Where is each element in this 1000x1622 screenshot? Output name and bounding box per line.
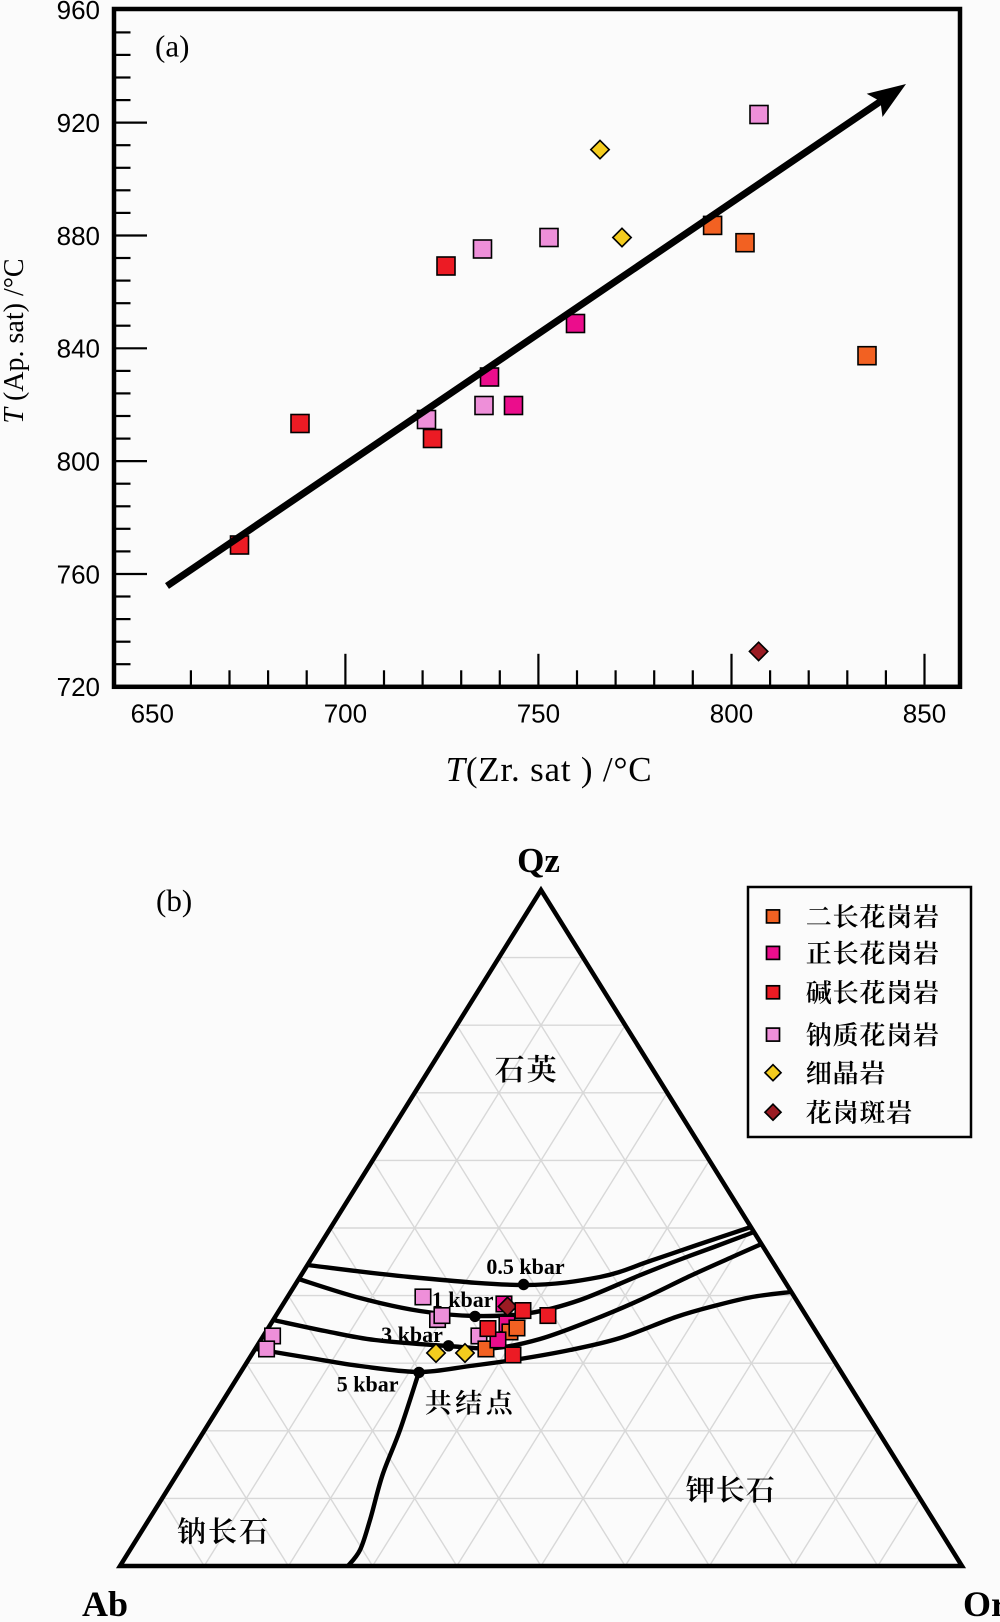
svg-text:850: 850 bbox=[903, 699, 946, 729]
svg-text:0.5 kbar: 0.5 kbar bbox=[486, 1254, 564, 1279]
svg-text:T (Ap. sat) /°C: T (Ap. sat) /°C bbox=[0, 258, 30, 423]
svg-text:700: 700 bbox=[324, 699, 367, 729]
svg-text:5 kbar: 5 kbar bbox=[337, 1372, 399, 1397]
svg-text:Qz: Qz bbox=[517, 841, 560, 880]
svg-text:760: 760 bbox=[57, 559, 100, 589]
svg-text:800: 800 bbox=[57, 447, 100, 477]
svg-text:800: 800 bbox=[710, 699, 753, 729]
svg-text:(b): (b) bbox=[156, 883, 192, 918]
svg-text:750: 750 bbox=[517, 699, 560, 729]
svg-text:(a): (a) bbox=[155, 29, 189, 64]
svg-text:960: 960 bbox=[57, 0, 100, 25]
svg-text:650: 650 bbox=[131, 699, 174, 729]
svg-text:T(Zr. sat ) /°C: T(Zr. sat ) /°C bbox=[446, 750, 653, 789]
svg-text:920: 920 bbox=[57, 108, 100, 138]
svg-text:880: 880 bbox=[57, 221, 100, 251]
svg-text:Or: Or bbox=[963, 1584, 1000, 1617]
svg-text:720: 720 bbox=[57, 672, 100, 702]
svg-text:Ab: Ab bbox=[82, 1584, 128, 1617]
svg-text:840: 840 bbox=[57, 334, 100, 364]
